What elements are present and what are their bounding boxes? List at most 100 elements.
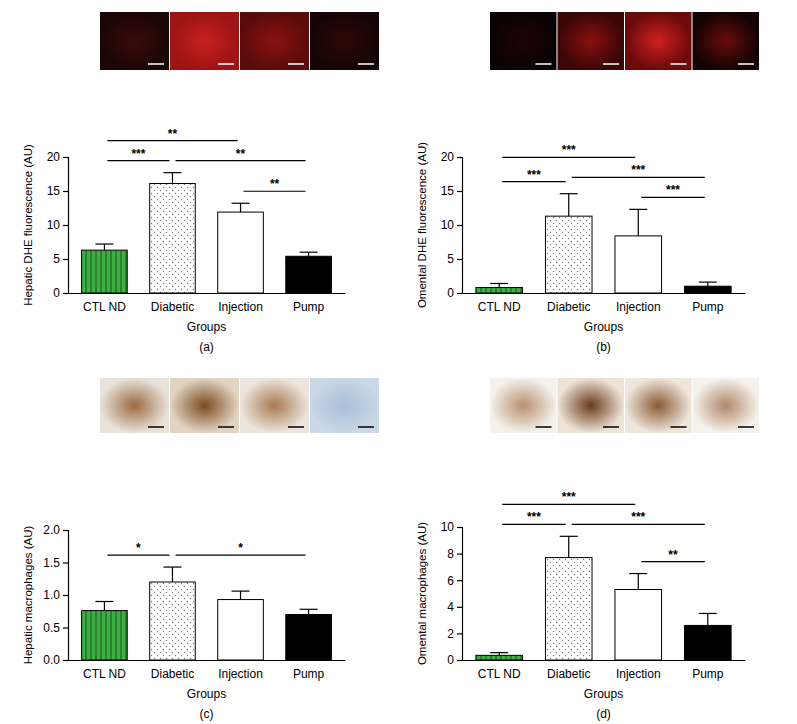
x-tick: Pump	[293, 660, 325, 681]
error-whisker	[308, 252, 309, 256]
x-axis-title: Groups	[187, 320, 226, 334]
y-axis: 05101520	[47, 150, 69, 300]
y-tick-label: 15	[441, 184, 455, 198]
y-axis-line	[457, 528, 463, 661]
y-tick-label: 2.0	[43, 523, 60, 537]
error-bar	[95, 244, 113, 250]
error-whisker	[172, 173, 173, 184]
significance-label: *	[238, 541, 243, 555]
panel: 0.00.51.01.52.0CTL NDDiabeticInjectionPu…	[22, 378, 379, 721]
x-tick: Diabetic	[151, 293, 194, 314]
x-tick-label: Pump	[692, 300, 724, 314]
x-tick: Pump	[692, 660, 724, 681]
y-tick: 8	[447, 547, 462, 561]
error-cap	[163, 566, 181, 567]
plot-marks	[476, 194, 731, 293]
error-whisker	[240, 591, 241, 599]
x-tick: Diabetic	[547, 660, 590, 681]
error-cap	[560, 193, 578, 194]
significance-label: ***	[666, 183, 680, 197]
significance-label: *	[136, 541, 141, 555]
error-cap	[629, 209, 647, 210]
y-tick: 20	[47, 150, 68, 164]
error-whisker	[638, 209, 639, 236]
error-cap	[490, 283, 508, 284]
x-tick-label: Pump	[293, 667, 325, 681]
micrograph	[310, 378, 379, 433]
y-tick: 2	[447, 627, 462, 641]
error-cap	[95, 243, 113, 244]
error-cap	[232, 590, 250, 591]
error-bar	[629, 574, 647, 590]
x-tick-label: Pump	[293, 300, 325, 314]
y-tick: 5	[447, 252, 462, 266]
y-tick-mark	[63, 627, 68, 628]
x-tick: CTL ND	[478, 660, 521, 681]
y-axis-title: Omental DHE fluorescence (AU)	[416, 142, 428, 308]
y-tick: 1.0	[43, 588, 68, 602]
x-tick-label: CTL ND	[478, 300, 521, 314]
y-tick-mark	[63, 293, 68, 294]
y-tick-label: 0.0	[43, 653, 60, 667]
error-whisker	[172, 567, 173, 582]
x-tick: Injection	[616, 660, 661, 681]
y-axis-line	[63, 158, 69, 294]
y-tick-mark	[457, 225, 462, 226]
y-tick-mark	[63, 530, 68, 531]
bar	[615, 590, 662, 660]
x-axis-line	[463, 660, 746, 661]
micrograph	[490, 378, 557, 433]
error-bar	[163, 173, 181, 184]
x-axis: CTL ND Diabetic Injection Pump	[69, 293, 346, 314]
micrograph	[240, 12, 309, 70]
x-tick: Diabetic	[547, 293, 590, 314]
x-tick: Injection	[218, 660, 263, 681]
y-tick-label: 6	[447, 574, 454, 588]
error-whisker	[499, 283, 500, 287]
y-tick: 5	[53, 252, 68, 266]
bar	[218, 600, 264, 660]
figure: 05101520 CTL ND Diabetic Injection Pump Group…	[0, 0, 797, 724]
scale-bar	[671, 426, 687, 428]
error-cap	[163, 172, 181, 173]
x-tick: Injection	[218, 293, 263, 314]
y-tick-mark	[457, 157, 462, 158]
plot-marks	[82, 173, 332, 293]
y-tick-label: 0.5	[43, 621, 60, 635]
y-tick-mark	[63, 595, 68, 596]
bar	[82, 250, 128, 293]
bar	[476, 288, 523, 293]
y-tick: 2.0	[43, 523, 68, 537]
error-cap	[232, 203, 250, 204]
error-whisker	[240, 203, 241, 212]
significance-label: ***	[562, 143, 576, 157]
error-bar	[95, 602, 113, 611]
y-axis: 05101520	[441, 150, 463, 300]
micrograph	[170, 378, 239, 433]
error-cap	[300, 252, 318, 253]
x-tick-label: Injection	[616, 300, 661, 314]
y-tick: 15	[441, 184, 462, 198]
y-tick-mark	[457, 633, 462, 634]
y-tick-mark	[457, 293, 462, 294]
bar	[545, 216, 592, 293]
x-tick-label: Injection	[616, 667, 661, 681]
micrograph	[240, 378, 309, 433]
scale-bar	[358, 426, 374, 428]
x-tick-label: CTL ND	[83, 300, 126, 314]
bar	[150, 184, 196, 293]
y-tick-label: 2	[447, 627, 454, 641]
error-whisker	[104, 602, 105, 611]
y-tick-label: 15	[47, 184, 61, 198]
y-tick-label: 5	[53, 252, 60, 266]
error-cap	[95, 601, 113, 602]
y-tick-mark	[457, 607, 462, 608]
x-tick-label: CTL ND	[83, 667, 126, 681]
bar	[685, 286, 732, 293]
error-bar	[699, 613, 717, 625]
error-bar	[232, 203, 250, 212]
panel: 0246810CTL NDDiabeticInjectionPumpGroups…	[416, 378, 759, 721]
y-tick-label: 0	[447, 653, 454, 667]
x-tick: CTL ND	[83, 660, 126, 681]
bar	[150, 582, 196, 660]
